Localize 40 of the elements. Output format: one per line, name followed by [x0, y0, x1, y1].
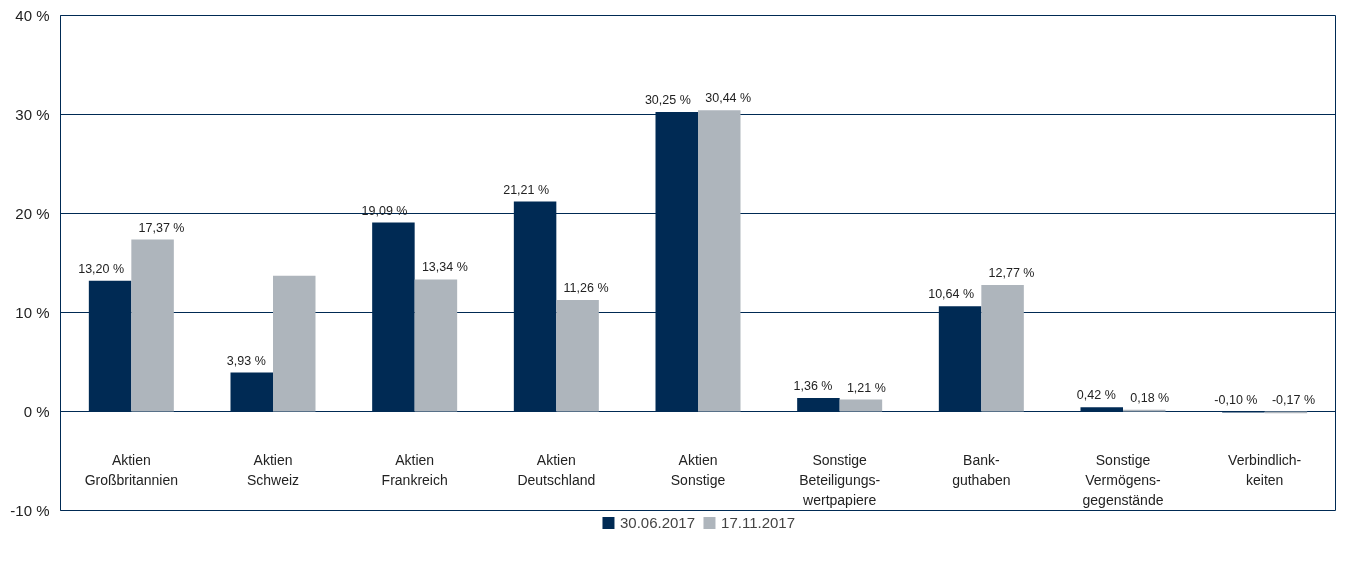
data-label: 12,77 % — [988, 266, 1035, 281]
bar — [839, 399, 883, 412]
x-tick-label: Aktien Sonstige — [670, 451, 726, 488]
data-label: 0,42 % — [1076, 388, 1116, 403]
bar — [981, 285, 1024, 412]
data-label: 30,25 % — [644, 93, 691, 108]
y-tick-label: 10 % — [15, 304, 50, 321]
y-tick-label: 40 % — [15, 7, 50, 24]
y-tick-label: 20 % — [15, 205, 50, 222]
data-label: 1,36 % — [793, 379, 833, 394]
x-tick-label: Aktien Frankreich — [381, 451, 448, 488]
bar — [698, 110, 741, 412]
x-tick-label: Sonstige Beteiligungs- wertpapiere — [799, 451, 881, 508]
data-label: -0,10 % — [1214, 392, 1258, 407]
data-label: 11,26 % — [563, 281, 609, 296]
bar — [556, 300, 599, 412]
data-label: -0,17 % — [1271, 392, 1316, 407]
y-tick-label: 30 % — [15, 106, 50, 123]
bar — [414, 279, 458, 412]
data-label: 3,93 % — [226, 353, 266, 368]
x-tick-label: Verbindlich- keiten — [1228, 451, 1302, 488]
data-label: 13,34 % — [421, 260, 468, 275]
data-label: 21,21 % — [503, 182, 550, 197]
x-tick-label: Sonstige Vermögens- gegenstände — [1082, 451, 1164, 508]
data-label: 10,64 % — [928, 287, 975, 302]
bar — [273, 275, 316, 412]
x-tick-label: Aktien Großbritannien — [84, 451, 179, 488]
x-tick-label: Bank- guthaben — [952, 451, 1011, 488]
y-tick-label: -10 % — [10, 502, 50, 519]
x-tick-label: Aktien Deutschland — [517, 451, 596, 488]
x-tick-label: Aktien Schweiz — [246, 451, 300, 488]
data-label: 0,18 % — [1130, 390, 1170, 405]
data-label: 13,20 % — [78, 261, 125, 276]
legend-label: 17.11.2017 — [721, 514, 796, 531]
data-label: 17,37 % — [138, 220, 185, 235]
bar — [131, 239, 174, 412]
data-label: 30,44 % — [705, 91, 752, 106]
legend-label: 30.06.2017 — [619, 514, 696, 531]
y-tick-label: 0 % — [23, 403, 50, 420]
data-label: 1,21 % — [846, 380, 886, 395]
